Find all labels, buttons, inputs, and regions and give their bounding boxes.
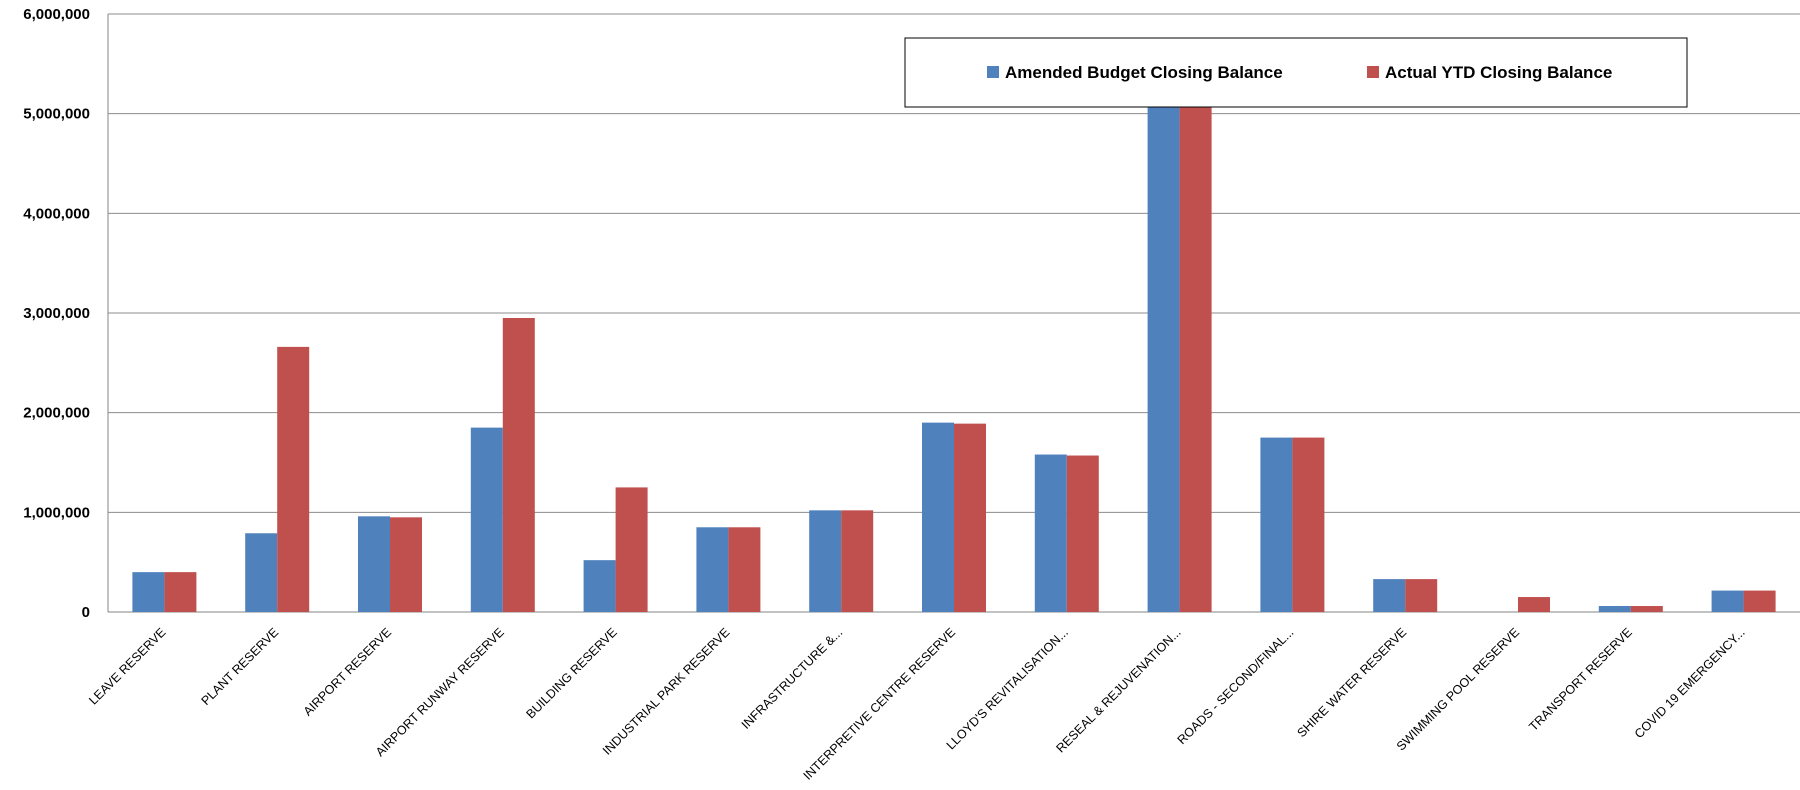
legend-swatch-amended-budget (987, 66, 999, 78)
x-tick-label: INDUSTRIAL PARK RESERVE (600, 625, 733, 758)
x-tick-label: LLOYD'S REVITALISATION... (944, 625, 1071, 752)
y-tick-label: 6,000,000 (23, 6, 90, 23)
y-tick-label: 0 (82, 604, 90, 621)
bar-actual-ytd (502, 317, 535, 612)
gridlines (107, 13, 1800, 613)
y-tick-label: 4,000,000 (23, 205, 90, 222)
x-tick-label: RESEAL & REJUVENATION... (1053, 625, 1183, 755)
bars (132, 63, 1776, 612)
bar-amended-budget (1711, 590, 1744, 612)
bar-actual-ytd (1743, 590, 1776, 612)
bar-actual-ytd (1066, 455, 1099, 612)
bar-actual-ytd (1179, 63, 1212, 612)
bar-actual-ytd (1292, 437, 1325, 612)
bar-actual-ytd (728, 527, 761, 612)
x-tick-label: SWIMMING POOL RESERVE (1394, 625, 1522, 753)
bar-amended-budget (132, 572, 165, 612)
x-tick-label: AIRPORT RESERVE (301, 625, 394, 718)
bar-amended-budget (1373, 579, 1406, 612)
bar-amended-budget (809, 510, 842, 612)
bar-actual-ytd (1518, 597, 1550, 612)
x-tick-label: AIRPORT RUNWAY RESERVE (373, 625, 507, 759)
bar-actual-ytd (615, 487, 648, 612)
legend-swatch-actual-ytd (1367, 66, 1379, 78)
bar-amended-budget (1034, 454, 1067, 612)
legend-label-actual-ytd: Actual YTD Closing Balance (1385, 63, 1612, 82)
x-tick-label: LEAVE RESERVE (86, 625, 168, 707)
bar-amended-budget (583, 560, 616, 612)
x-tick-label: ROADS - SECOND/FINAL... (1175, 625, 1297, 747)
bar-amended-budget (696, 527, 729, 612)
x-tick-label: COVID 19 EMERGENCY... (1632, 625, 1748, 741)
y-tick-label: 5,000,000 (23, 106, 90, 123)
bar-actual-ytd (390, 517, 422, 612)
bar-actual-ytd (277, 346, 310, 612)
bar-amended-budget (358, 516, 390, 612)
y-axis-tick-labels: 0 1,000,000 2,000,000 3,000,000 4,000,000 5,0… (23, 6, 90, 621)
x-tick-label: BUILDING RESERVE (524, 625, 620, 721)
bar-amended-budget (1260, 437, 1293, 612)
legend-label-amended-budget: Amended Budget Closing Balance (1005, 63, 1283, 82)
x-tick-label: INFRASTRUCTURE &... (739, 625, 846, 732)
bar-amended-budget (922, 422, 954, 612)
bar-actual-ytd (841, 510, 874, 612)
y-tick-label: 1,000,000 (23, 504, 90, 521)
y-tick-label: 3,000,000 (23, 305, 90, 322)
x-tick-label: PLANT RESERVE (199, 625, 282, 708)
legend-box (904, 37, 1688, 108)
bar-actual-ytd (1405, 579, 1438, 612)
bar-actual-ytd (954, 423, 986, 612)
x-tick-label: TRANSPORT RESERVE (1526, 625, 1635, 734)
bar-amended-budget (1147, 63, 1180, 612)
x-tick-label: SHIRE WATER RESERVE (1294, 625, 1409, 740)
bar-actual-ytd (164, 572, 197, 612)
y-tick-label: 2,000,000 (23, 405, 90, 422)
x-axis-tick-labels: LEAVE RESERVE PLANT RESERVE AIRPORT RESERV… (86, 625, 1747, 783)
bar-amended-budget (1598, 606, 1631, 612)
bar-amended-budget (470, 427, 503, 612)
bar-actual-ytd (1630, 606, 1663, 612)
bar-amended-budget (245, 533, 278, 612)
legend: Amended Budget Closing Balance Actual YT… (904, 37, 1688, 108)
